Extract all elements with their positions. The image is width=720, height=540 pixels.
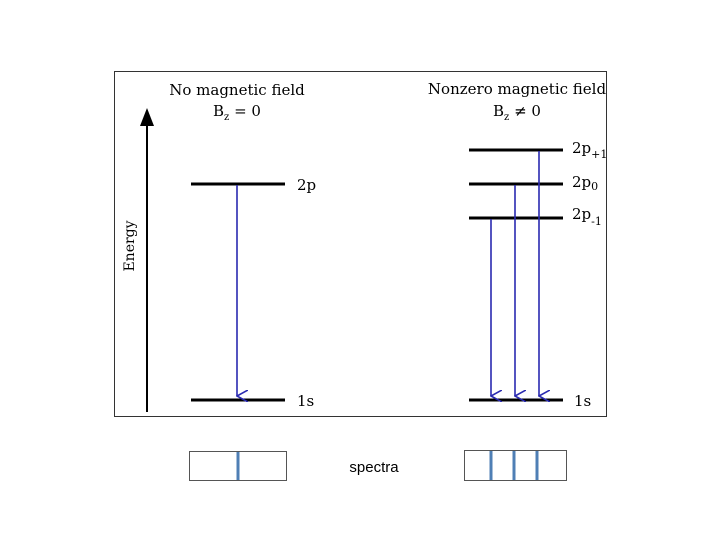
left-panel-condition: Bz = 0 [213, 102, 261, 123]
right-panel-title: Nonzero magnetic field [428, 80, 607, 98]
energy-axis-arrowhead [140, 108, 154, 126]
right-panel-condition: Bz ≠ 0 [493, 102, 541, 123]
left-panel-title: No magnetic field [169, 81, 305, 99]
left-level-1s-label: 1s [297, 392, 314, 410]
diagram-frame [114, 71, 607, 417]
right-level-2p-0-label: 2p0 [572, 173, 598, 193]
energy-axis-label: Energy [122, 220, 138, 271]
right-level-1s-label: 1s [574, 392, 591, 410]
right-level-2p-plus1-label: 2p+1 [572, 139, 607, 161]
left-level-2p-label: 2p [297, 176, 316, 194]
right-level-2p-minus1-label: 2p-1 [572, 205, 602, 228]
spectra-label: spectra [349, 459, 399, 476]
